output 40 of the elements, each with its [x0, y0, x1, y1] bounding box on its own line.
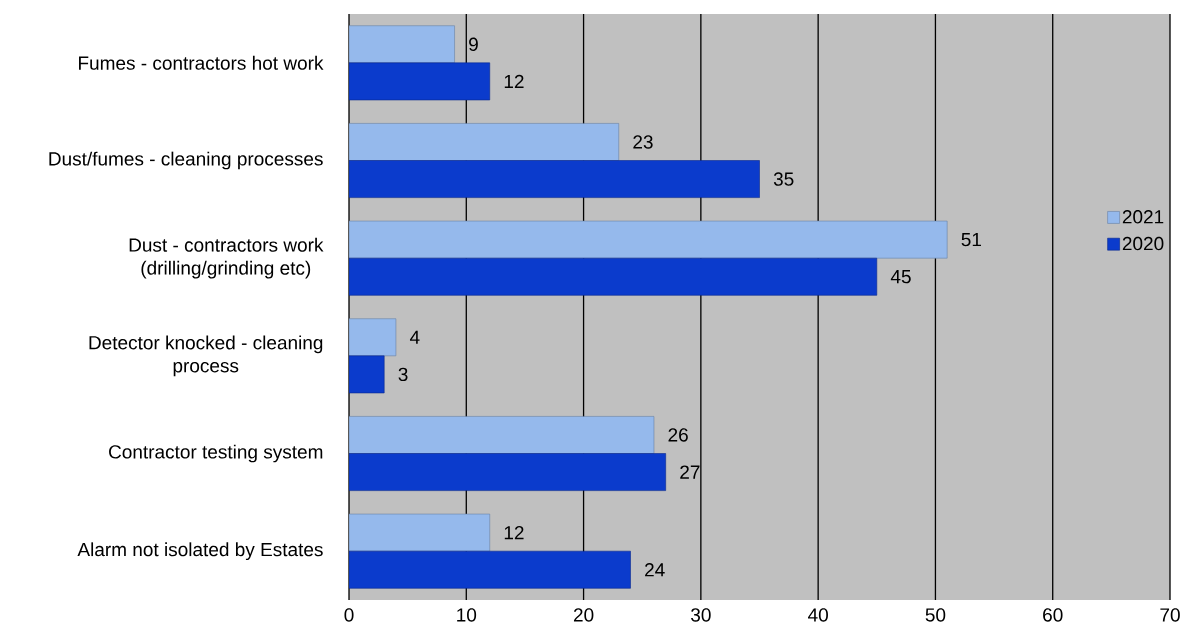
- data-label: 12: [504, 525, 524, 540]
- y-tick-label: Dust/fumes - cleaning processes: [49, 151, 323, 170]
- bar: [349, 25, 455, 64]
- bar: [349, 220, 948, 259]
- bar: [349, 257, 878, 296]
- bar: [349, 123, 620, 161]
- x-tick-label: 30: [691, 608, 711, 622]
- x-tick-label: 0: [344, 608, 354, 622]
- data-label: 24: [645, 563, 665, 577]
- data-label: 45: [890, 270, 911, 284]
- bar: [349, 62, 491, 101]
- x-tick-label: 20: [573, 608, 594, 622]
- y-tick-label: Fumes - contractors hot work: [79, 55, 324, 70]
- y-tick-label: Dust - contractors work (drilling/grinding etc): [129, 237, 324, 279]
- y-tick-label: Alarm not isolated by Estates: [77, 542, 323, 561]
- data-label: 3: [398, 367, 408, 382]
- bar: [349, 453, 666, 491]
- bar: [349, 160, 760, 198]
- y-tick-label: Detector knocked - cleaning process: [89, 335, 323, 377]
- data-label: 51: [961, 232, 981, 247]
- legend-label: 2021: [1122, 210, 1164, 224]
- legend-label: 2020: [1122, 236, 1164, 251]
- data-label: 27: [680, 465, 700, 479]
- bar: [349, 416, 655, 454]
- bar: [349, 513, 491, 552]
- x-tick-label: 70: [1160, 608, 1180, 622]
- data-label: 35: [773, 172, 794, 186]
- x-tick-label: 50: [925, 608, 946, 622]
- data-label: 4: [409, 330, 420, 344]
- data-label: 12: [504, 74, 524, 89]
- bar: [349, 355, 385, 394]
- x-tick-label: 10: [457, 608, 477, 622]
- data-label: 23: [633, 135, 653, 149]
- data-label: 26: [668, 428, 688, 442]
- y-tick-label: Contractor testing system: [109, 444, 323, 463]
- bar: [349, 550, 631, 589]
- data-label: 9: [469, 37, 478, 52]
- x-tick-label: 40: [808, 608, 828, 622]
- x-tick-label: 60: [1043, 608, 1063, 622]
- bar: [349, 318, 397, 357]
